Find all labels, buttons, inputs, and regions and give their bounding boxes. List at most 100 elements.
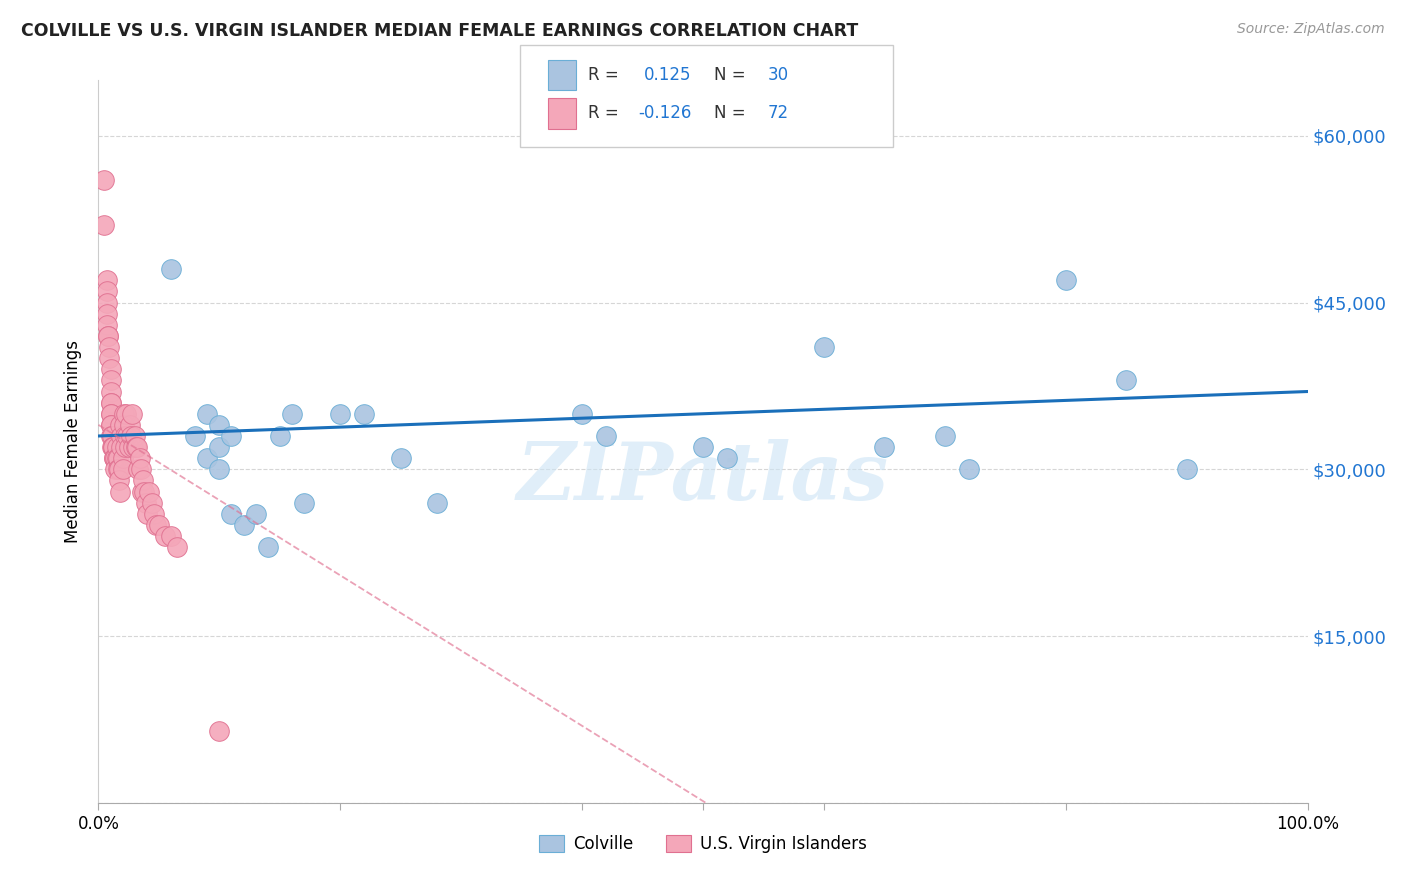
Point — [208, 723, 231, 738]
Text: N =: N = — [714, 66, 745, 84]
Point — [110, 440, 132, 454]
Point — [107, 462, 129, 476]
Point — [100, 395, 122, 409]
Point — [93, 218, 115, 232]
Point — [208, 462, 231, 476]
Point — [100, 417, 122, 432]
Point — [195, 407, 218, 421]
Point — [934, 429, 956, 443]
Point — [166, 540, 188, 554]
Point — [208, 440, 231, 454]
Point — [96, 295, 118, 310]
Point — [100, 440, 122, 454]
Point — [117, 429, 139, 443]
Point — [100, 362, 122, 376]
Point — [104, 462, 127, 476]
Point — [97, 329, 120, 343]
Point — [110, 429, 132, 443]
Point — [245, 507, 267, 521]
Point — [108, 417, 131, 432]
Point — [96, 273, 118, 287]
Point — [127, 462, 149, 476]
Point — [108, 462, 131, 476]
Point — [132, 474, 155, 488]
Point — [112, 407, 135, 421]
Point — [97, 329, 120, 343]
Point — [160, 529, 183, 543]
Point — [129, 462, 152, 476]
Point — [143, 507, 166, 521]
Point — [135, 507, 157, 521]
Point — [101, 440, 124, 454]
Point — [692, 440, 714, 454]
Text: COLVILLE VS U.S. VIRGIN ISLANDER MEDIAN FEMALE EARNINGS CORRELATION CHART: COLVILLE VS U.S. VIRGIN ISLANDER MEDIAN … — [21, 22, 858, 40]
Point — [128, 451, 150, 466]
Legend: Colville, U.S. Virgin Islanders: Colville, U.S. Virgin Islanders — [533, 828, 873, 860]
Point — [716, 451, 738, 466]
Point — [873, 440, 896, 454]
Point — [108, 484, 131, 499]
Point — [100, 407, 122, 421]
Point — [1175, 462, 1198, 476]
Point — [281, 407, 304, 421]
Point — [141, 496, 163, 510]
Point — [100, 395, 122, 409]
Point — [195, 451, 218, 466]
Point — [98, 351, 121, 366]
Text: ZIPatlas: ZIPatlas — [517, 439, 889, 516]
Point — [131, 484, 153, 499]
Point — [100, 373, 122, 387]
Point — [125, 440, 148, 454]
Point — [100, 429, 122, 443]
Point — [135, 496, 157, 510]
Point — [426, 496, 449, 510]
Point — [153, 529, 176, 543]
Point — [111, 451, 134, 466]
Point — [134, 484, 156, 499]
Text: R =: R = — [588, 66, 619, 84]
Point — [115, 407, 138, 421]
Point — [1115, 373, 1137, 387]
Text: 0.125: 0.125 — [644, 66, 692, 84]
Point — [813, 340, 835, 354]
Point — [389, 451, 412, 466]
Point — [353, 407, 375, 421]
Point — [111, 462, 134, 476]
Point — [103, 451, 125, 466]
Point — [100, 384, 122, 399]
Text: N =: N = — [714, 104, 745, 122]
Text: Source: ZipAtlas.com: Source: ZipAtlas.com — [1237, 22, 1385, 37]
Point — [100, 429, 122, 443]
Point — [118, 417, 141, 432]
Point — [112, 417, 135, 432]
Point — [957, 462, 980, 476]
Point — [269, 429, 291, 443]
Point — [96, 307, 118, 321]
Point — [571, 407, 593, 421]
Point — [329, 407, 352, 421]
Point — [105, 451, 128, 466]
Point — [107, 451, 129, 466]
Point — [138, 484, 160, 499]
Point — [184, 429, 207, 443]
Point — [595, 429, 617, 443]
Point — [221, 429, 243, 443]
Point — [292, 496, 315, 510]
Text: 72: 72 — [768, 104, 789, 122]
Text: -0.126: -0.126 — [638, 104, 692, 122]
Point — [121, 407, 143, 421]
Point — [103, 451, 125, 466]
Point — [101, 440, 124, 454]
Point — [1054, 273, 1077, 287]
Point — [96, 285, 118, 299]
Point — [208, 417, 231, 432]
Point — [124, 429, 146, 443]
Point — [221, 507, 243, 521]
Point — [100, 417, 122, 432]
Point — [100, 407, 122, 421]
Point — [256, 540, 278, 554]
Point — [93, 173, 115, 187]
Text: R =: R = — [588, 104, 619, 122]
Point — [145, 517, 167, 532]
Point — [127, 440, 149, 454]
